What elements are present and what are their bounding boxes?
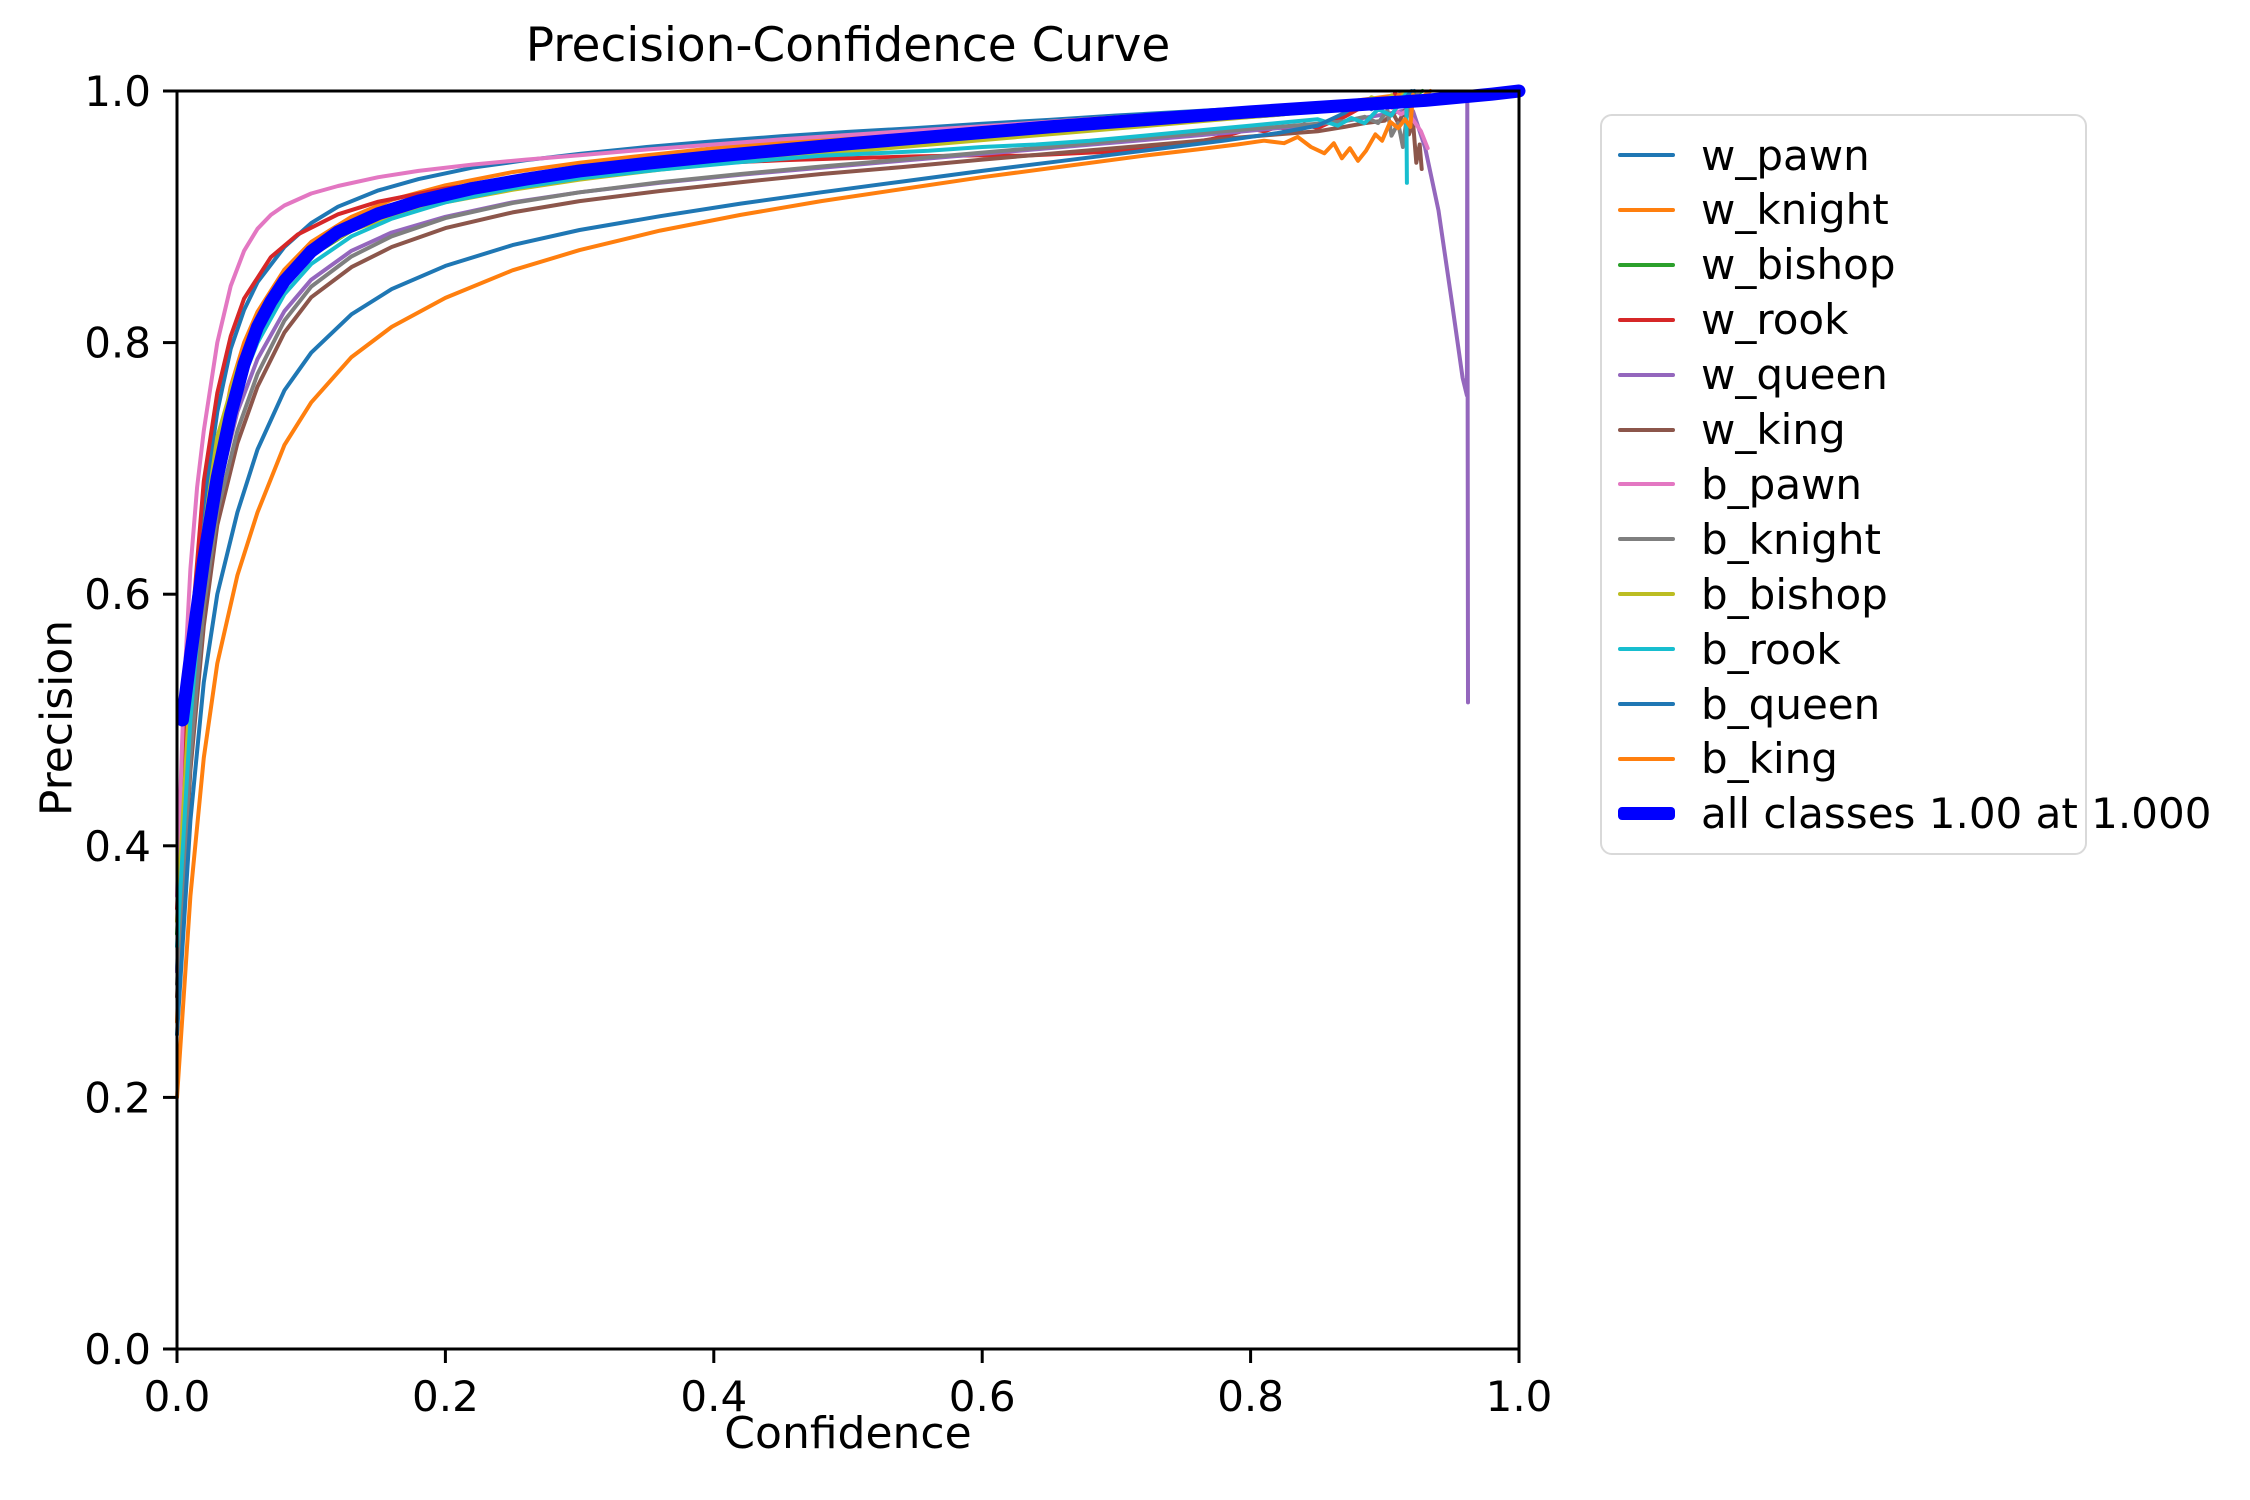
legend-swatch-w_rook [1618, 317, 1675, 322]
legend-label-w_king: w_king [1701, 405, 1846, 455]
legend-item-b_rook: b_rook [1602, 624, 2085, 674]
y-tick-label: 0.4 [84, 822, 151, 871]
legend-label-b_knight: b_knight [1701, 514, 1882, 564]
legend-swatch-b_pawn [1618, 482, 1675, 487]
legend-label-w_pawn: w_pawn [1701, 130, 1870, 180]
legend-label-w_queen: w_queen [1701, 350, 1888, 400]
legend-swatch-b_queen [1618, 702, 1675, 707]
y-tick-label: 0.8 [84, 319, 151, 368]
series-b_rook-curve [175, 91, 1409, 949]
x-tick-label: 0.8 [1217, 1372, 1284, 1421]
legend-item-b_king: b_king [1602, 734, 2085, 784]
legend-label-b_bishop: b_bishop [1701, 569, 1888, 619]
legend-swatch-w_king [1618, 427, 1675, 432]
legend-label-b_rook: b_rook [1701, 624, 1841, 674]
legend-item-b_bishop: b_bishop [1602, 569, 2085, 619]
legend-swatch-w_bishop [1618, 262, 1675, 267]
legend-swatch-w_knight [1618, 207, 1675, 212]
x-tick-label: 1.0 [1486, 1372, 1553, 1421]
series-b_king-curve [175, 92, 1415, 1100]
legend-label-b_king: b_king [1701, 734, 1838, 784]
y-tick-label: 0.0 [84, 1325, 151, 1374]
legend-label-w_knight: w_knight [1701, 185, 1889, 235]
legend-item-all_classes: all classes 1.00 at 1.000 [1602, 789, 2211, 839]
legend-item-b_queen: b_queen [1602, 679, 2085, 729]
legend-label-all_classes: all classes 1.00 at 1.000 [1701, 789, 2212, 839]
series-b_knight-curve [175, 89, 1421, 987]
x-tick-label: 0.4 [680, 1372, 747, 1421]
legend-item-w_king: w_king [1602, 405, 2085, 455]
x-tick-label: 0.0 [144, 1372, 211, 1421]
legend-swatch-b_knight [1618, 537, 1675, 542]
legend-item-b_knight: b_knight [1602, 514, 2085, 564]
y-axis-label: Precision [31, 619, 83, 817]
legend-label-w_rook: w_rook [1701, 295, 1849, 345]
legend-swatch-b_bishop [1618, 592, 1675, 597]
legend-swatch-b_rook [1618, 647, 1675, 652]
y-tick-label: 0.2 [84, 1073, 151, 1122]
legend-label-w_bishop: w_bishop [1701, 240, 1896, 290]
legend-label-b_pawn: b_pawn [1701, 459, 1863, 509]
x-axis-label: Confidence [724, 1408, 972, 1459]
legend-box: w_pawn w_knight w_bishop w_rook w_queen w_kin… [1600, 114, 2211, 855]
legend-swatch-b_king [1618, 756, 1675, 761]
legend-swatch-w_queen [1618, 372, 1675, 377]
legend-item-w_queen: w_queen [1602, 350, 2085, 400]
chart-title: Precision-Confidence Curve [525, 18, 1171, 73]
legend-item-w_knight: w_knight [1602, 185, 2085, 235]
axes-frame [175, 89, 1521, 1351]
legend-item-w_pawn: w_pawn [1602, 130, 2085, 180]
legend-swatch-all_classes [1618, 807, 1675, 821]
series-all_classes-curve [175, 84, 1526, 727]
legend-item-b_pawn: b_pawn [1602, 459, 2085, 509]
legend-label-b_queen: b_queen [1701, 679, 1881, 729]
y-tick-label: 0.6 [84, 570, 151, 619]
legend-item-w_bishop: w_bishop [1602, 240, 2085, 290]
x-tick-label: 0.6 [949, 1372, 1016, 1421]
legend-swatch-w_pawn [1618, 153, 1675, 157]
series-w_king-curve [175, 108, 1424, 999]
y-tick-label: 1.0 [84, 67, 151, 116]
legend-item-w_rook: w_rook [1602, 295, 2085, 345]
x-tick-label: 0.2 [412, 1372, 479, 1421]
